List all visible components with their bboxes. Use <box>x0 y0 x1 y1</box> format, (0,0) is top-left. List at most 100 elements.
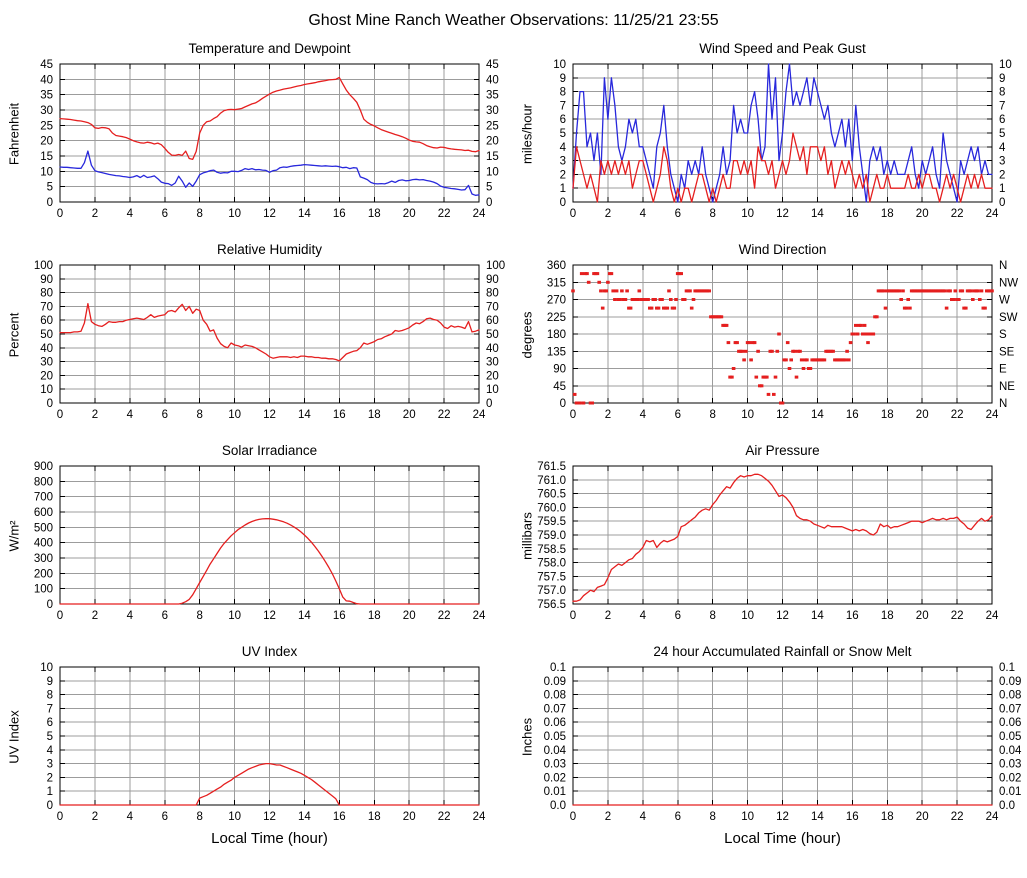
svg-text:0.08: 0.08 <box>544 690 566 702</box>
svg-text:0: 0 <box>486 197 492 209</box>
svg-text:30: 30 <box>40 357 53 369</box>
svg-text:800: 800 <box>34 476 53 488</box>
chart-temperature-dewpoint: Temperature and Dewpoint Fahrenheit 0 5 10… <box>0 38 513 225</box>
svg-text:100: 100 <box>34 584 53 596</box>
svg-text:30: 30 <box>40 105 53 117</box>
svg-text:45: 45 <box>553 381 566 393</box>
svg-text:10: 10 <box>40 166 53 178</box>
y-axis-label: Percent <box>6 312 22 358</box>
chart-title: 24 hour Accumulated Rainfall or Snow Mel… <box>653 644 912 659</box>
svg-text:2: 2 <box>92 811 98 823</box>
svg-text:60: 60 <box>486 315 499 327</box>
svg-text:3: 3 <box>999 156 1005 168</box>
svg-text:0: 0 <box>570 811 576 823</box>
svg-text:0: 0 <box>57 208 63 220</box>
svg-text:2: 2 <box>999 169 1005 181</box>
svg-text:90: 90 <box>486 274 499 286</box>
svg-text:40: 40 <box>40 343 53 355</box>
svg-text:135: 135 <box>547 346 566 358</box>
svg-text:0.09: 0.09 <box>999 676 1021 688</box>
svg-text:12: 12 <box>776 208 789 220</box>
svg-text:4: 4 <box>47 745 54 757</box>
svg-text:80: 80 <box>486 288 499 300</box>
svg-text:7: 7 <box>560 100 566 112</box>
svg-text:0: 0 <box>57 811 63 823</box>
svg-text:4: 4 <box>127 610 134 622</box>
svg-text:SE: SE <box>999 346 1015 358</box>
svg-text:8: 8 <box>196 409 202 421</box>
svg-text:12: 12 <box>776 610 789 622</box>
svg-text:1: 1 <box>47 786 53 798</box>
svg-text:0.03: 0.03 <box>544 759 566 771</box>
svg-text:14: 14 <box>298 208 311 220</box>
svg-text:3: 3 <box>47 759 53 771</box>
chart-title: Relative Humidity <box>216 242 323 257</box>
svg-text:1: 1 <box>560 183 566 195</box>
svg-text:24: 24 <box>986 409 999 421</box>
weather-dashboard: Ghost Mine Ranch Weather Observations: 1… <box>0 12 1026 850</box>
y-axis-label: UV Index <box>6 710 22 764</box>
svg-text:2: 2 <box>605 811 611 823</box>
svg-text:16: 16 <box>846 208 859 220</box>
svg-text:12: 12 <box>776 811 789 823</box>
svg-text:6: 6 <box>162 409 168 421</box>
chart-title: Wind Speed and Peak Gust <box>699 41 866 56</box>
svg-text:40: 40 <box>40 74 53 86</box>
svg-text:6: 6 <box>675 409 681 421</box>
chart-title: Wind Direction <box>738 242 827 257</box>
svg-text:9: 9 <box>560 73 566 85</box>
svg-text:2: 2 <box>92 409 98 421</box>
svg-text:12: 12 <box>263 208 276 220</box>
svg-text:756.5: 756.5 <box>537 599 566 611</box>
svg-text:20: 20 <box>403 811 416 823</box>
svg-text:270: 270 <box>547 295 566 307</box>
svg-text:7: 7 <box>999 100 1005 112</box>
svg-text:0.07: 0.07 <box>544 703 566 715</box>
svg-text:8: 8 <box>709 409 715 421</box>
svg-text:900: 900 <box>34 461 53 473</box>
svg-text:50: 50 <box>486 329 499 341</box>
x-axis-label: Local Time (hour) <box>211 830 328 847</box>
svg-text:24: 24 <box>986 610 999 622</box>
svg-text:4: 4 <box>999 142 1006 154</box>
svg-text:6: 6 <box>162 610 168 622</box>
svg-text:0: 0 <box>560 398 566 410</box>
svg-text:N: N <box>999 260 1007 272</box>
svg-text:700: 700 <box>34 492 53 504</box>
svg-text:NW: NW <box>999 277 1018 289</box>
svg-text:758.5: 758.5 <box>537 544 566 556</box>
svg-text:25: 25 <box>486 120 499 132</box>
svg-text:4: 4 <box>127 409 134 421</box>
svg-text:2: 2 <box>605 610 611 622</box>
svg-text:400: 400 <box>34 538 53 550</box>
svg-text:14: 14 <box>298 610 311 622</box>
svg-text:9: 9 <box>999 73 1005 85</box>
svg-text:0.01: 0.01 <box>544 786 566 798</box>
svg-text:0: 0 <box>560 197 566 209</box>
svg-text:10: 10 <box>486 384 499 396</box>
svg-text:5: 5 <box>47 731 53 743</box>
svg-text:9: 9 <box>47 676 53 688</box>
svg-text:2: 2 <box>92 208 98 220</box>
svg-text:0.1: 0.1 <box>550 662 566 674</box>
chart-uv-index: UV Index UV Index 0 1 2 3 4 5 6 7 8 9 10 0 2 4 6 8 10 12 1… <box>0 641 513 850</box>
chart-wind-direction: Wind Direction degrees 0 45 90 135 180 225 270… <box>513 239 1026 426</box>
svg-text:0: 0 <box>570 610 576 622</box>
svg-text:18: 18 <box>368 811 381 823</box>
svg-text:30: 30 <box>486 357 499 369</box>
svg-text:8: 8 <box>560 87 566 99</box>
y-axis-label: miles/hour <box>519 104 535 164</box>
svg-text:8: 8 <box>196 610 202 622</box>
svg-text:0: 0 <box>570 208 576 220</box>
svg-text:40: 40 <box>486 343 499 355</box>
svg-text:0.1: 0.1 <box>999 662 1015 674</box>
svg-text:0: 0 <box>47 800 53 812</box>
svg-text:760.0: 760.0 <box>537 502 566 514</box>
svg-text:0: 0 <box>47 197 53 209</box>
svg-text:16: 16 <box>846 610 859 622</box>
svg-text:24: 24 <box>986 811 999 823</box>
